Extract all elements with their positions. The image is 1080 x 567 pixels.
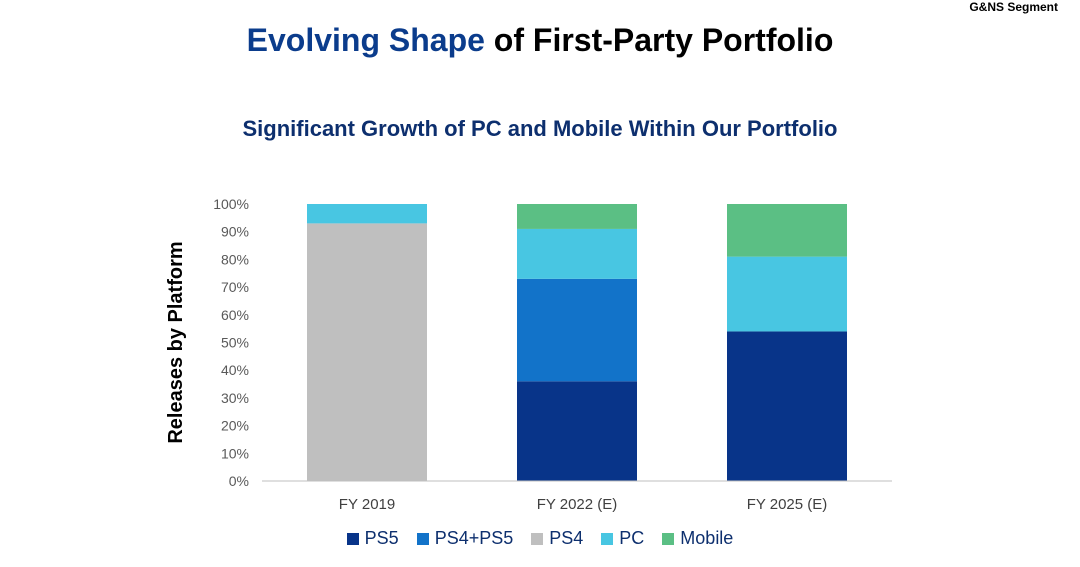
legend-label: Mobile bbox=[680, 528, 734, 548]
bar-segment-ps4-ps5 bbox=[517, 278, 637, 382]
bar-segment-pc bbox=[517, 228, 637, 279]
y-tick-label: 30% bbox=[221, 390, 249, 406]
legend-item: PS4+PS5 bbox=[416, 528, 514, 549]
page-title: Evolving Shape of First-Party Portfolio bbox=[0, 22, 1080, 59]
legend-label: PS4+PS5 bbox=[434, 528, 514, 548]
y-tick-label: 80% bbox=[221, 251, 249, 267]
legend-swatch bbox=[346, 532, 359, 545]
legend-label: PS5 bbox=[364, 528, 399, 548]
y-tick-label: 70% bbox=[221, 279, 249, 295]
y-tick-label: 90% bbox=[221, 224, 249, 240]
legend-label: PS4 bbox=[549, 528, 584, 548]
bar-segment-mobile bbox=[517, 204, 637, 229]
chart-subtitle: Significant Growth of PC and Mobile With… bbox=[242, 116, 838, 141]
title-rest: of First-Party Portfolio bbox=[484, 22, 834, 58]
bar-segment-mobile bbox=[727, 204, 847, 257]
legend-item: PS5 bbox=[346, 528, 399, 549]
bar-segment-pc bbox=[727, 256, 847, 332]
legend-item: PS4 bbox=[531, 528, 583, 549]
legend-swatch bbox=[416, 532, 429, 545]
segment-tag: G&NS Segment bbox=[969, 0, 1058, 14]
y-tick-label: 10% bbox=[221, 445, 249, 461]
y-tick-label: 0% bbox=[229, 473, 249, 489]
x-tick-label: FY 2025 (E) bbox=[747, 496, 828, 513]
legend-label: PC bbox=[619, 528, 645, 548]
legend-item: Mobile bbox=[662, 528, 733, 549]
bar-segment-ps5 bbox=[517, 381, 637, 481]
y-tick-label: 50% bbox=[221, 335, 249, 351]
legend-swatch bbox=[531, 532, 544, 545]
legend-swatch bbox=[662, 532, 675, 545]
x-tick-label: FY 2019 bbox=[339, 496, 395, 513]
y-tick-label: 60% bbox=[221, 307, 249, 323]
chart-legend: PS5 PS4+PS5 PS4 PC Mobile bbox=[0, 528, 1080, 549]
y-tick-label: 100% bbox=[213, 196, 249, 212]
bar-segment-ps4 bbox=[307, 223, 427, 481]
legend-item: PC bbox=[601, 528, 644, 549]
title-accent: Evolving Shape bbox=[246, 22, 485, 58]
x-tick-label: FY 2022 (E) bbox=[537, 496, 618, 513]
y-tick-label: 20% bbox=[221, 418, 249, 434]
legend-swatch bbox=[601, 532, 614, 545]
bar-segment-pc bbox=[307, 204, 427, 224]
bar-segment-ps5 bbox=[727, 331, 847, 481]
y-tick-label: 40% bbox=[221, 362, 249, 378]
y-axis-label: Releases by Platform bbox=[165, 241, 187, 443]
